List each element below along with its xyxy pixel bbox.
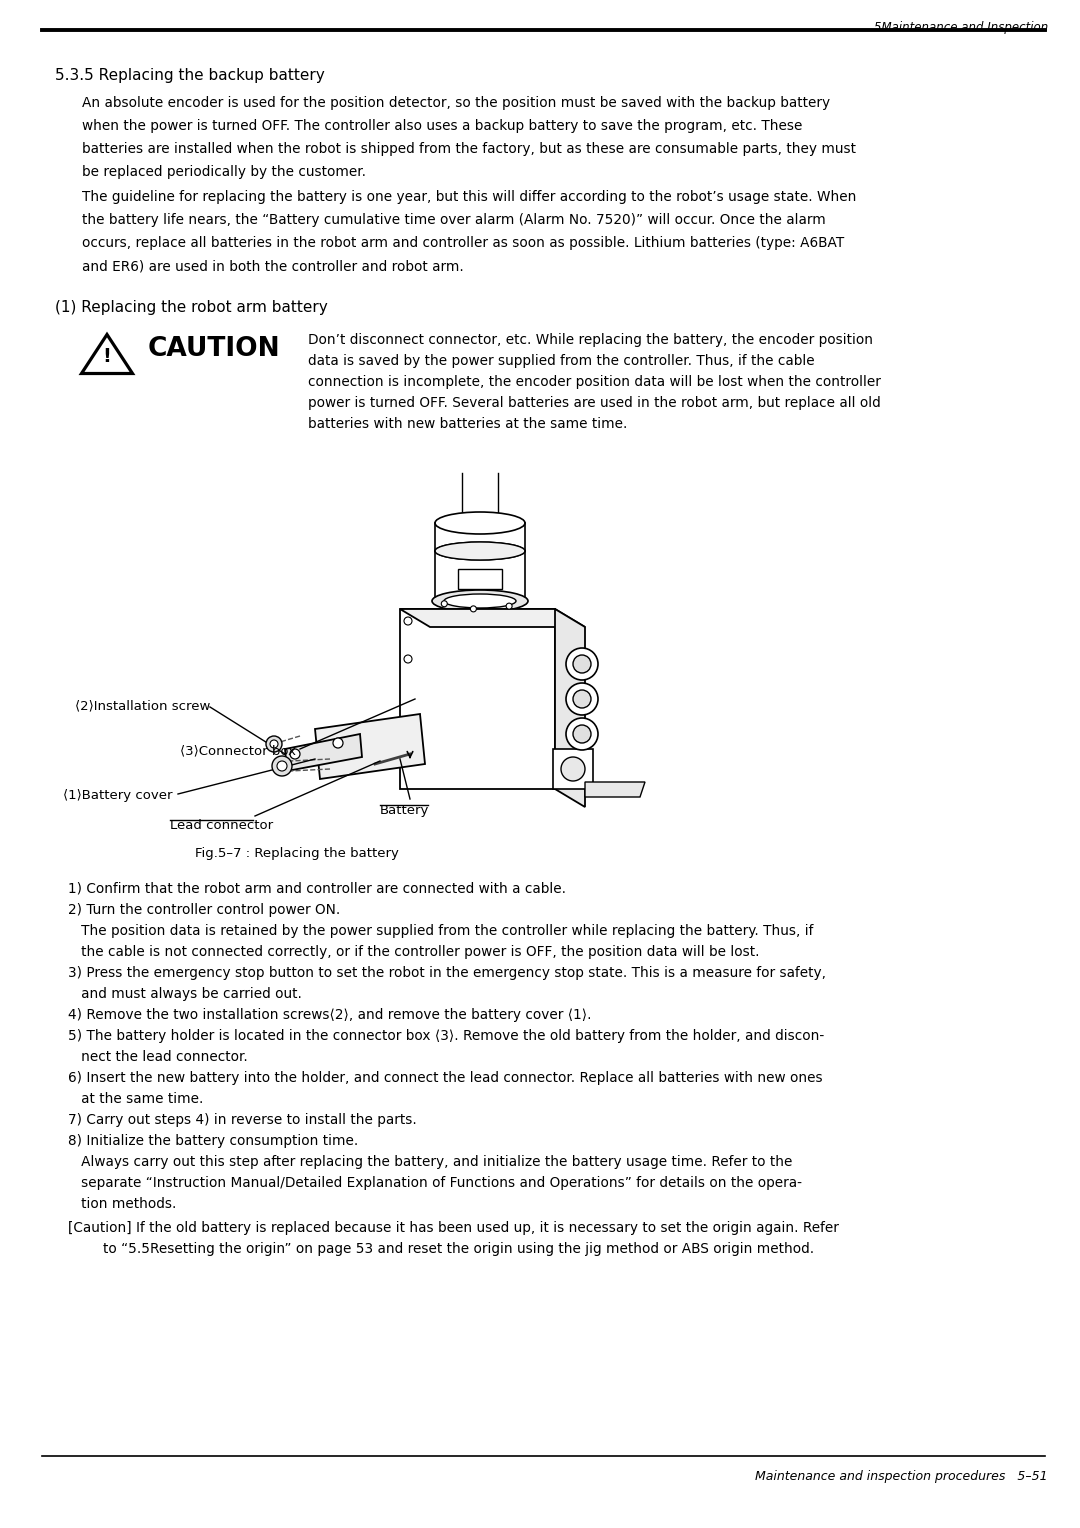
Circle shape: [276, 761, 287, 772]
Text: and ER6) are used in both the controller and robot arm.: and ER6) are used in both the controller…: [82, 260, 463, 274]
Circle shape: [404, 617, 411, 625]
Text: Always carry out this step after replacing the battery, and initialize the batte: Always carry out this step after replaci…: [68, 1155, 793, 1169]
Circle shape: [266, 736, 282, 752]
Text: 5.3.5 Replacing the backup battery: 5.3.5 Replacing the backup battery: [55, 69, 325, 83]
Text: connection is incomplete, the encoder position data will be lost when the contro: connection is incomplete, the encoder po…: [308, 374, 881, 390]
Text: the cable is not connected correctly, or if the controller power is OFF, the pos: the cable is not connected correctly, or…: [68, 944, 759, 960]
Text: The position data is retained by the power supplied from the controller while re: The position data is retained by the pow…: [68, 924, 813, 938]
Text: batteries with new batteries at the same time.: batteries with new batteries at the same…: [308, 417, 627, 431]
Text: tion methods.: tion methods.: [68, 1196, 176, 1212]
Bar: [458, 568, 502, 588]
Text: 5) The battery holder is located in the connector box ⟨3⟩. Remove the old batter: 5) The battery holder is located in the …: [68, 1028, 824, 1044]
Circle shape: [507, 604, 512, 610]
Ellipse shape: [435, 512, 525, 533]
Circle shape: [471, 607, 476, 611]
Circle shape: [291, 749, 300, 759]
Text: 8) Initialize the battery consumption time.: 8) Initialize the battery consumption ti…: [68, 1134, 359, 1148]
Text: ⟨2⟩Installation screw: ⟨2⟩Installation screw: [75, 698, 211, 712]
Text: batteries are installed when the robot is shipped from the factory, but as these: batteries are installed when the robot i…: [82, 142, 856, 156]
Circle shape: [566, 718, 598, 750]
Text: and must always be carried out.: and must always be carried out.: [68, 987, 302, 1001]
Text: 3) Press the emergency stop button to set the robot in the emergency stop state.: 3) Press the emergency stop button to se…: [68, 966, 826, 979]
Ellipse shape: [435, 542, 525, 559]
Circle shape: [573, 691, 591, 707]
Text: occurs, replace all batteries in the robot arm and controller as soon as possibl: occurs, replace all batteries in the rob…: [82, 235, 845, 251]
Circle shape: [573, 724, 591, 743]
Text: Battery: Battery: [380, 804, 430, 817]
Text: 7) Carry out steps 4) in reverse to install the parts.: 7) Carry out steps 4) in reverse to inst…: [68, 1112, 417, 1128]
Polygon shape: [400, 610, 555, 788]
Text: power is turned OFF. Several batteries are used in the robot arm, but replace al: power is turned OFF. Several batteries a…: [308, 396, 881, 410]
Text: 1) Confirm that the robot arm and controller are connected with a cable.: 1) Confirm that the robot arm and contro…: [68, 882, 566, 895]
Polygon shape: [555, 610, 585, 807]
Ellipse shape: [444, 594, 516, 608]
Text: the battery life nears, the “Battery cumulative time over alarm (Alarm No. 7520): the battery life nears, the “Battery cum…: [82, 212, 826, 228]
Circle shape: [333, 738, 343, 749]
Text: 2) Turn the controller control power ON.: 2) Turn the controller control power ON.: [68, 903, 340, 917]
Text: [Caution] If the old battery is replaced because it has been used up, it is nece: [Caution] If the old battery is replaced…: [68, 1221, 839, 1235]
Polygon shape: [400, 610, 585, 626]
Ellipse shape: [435, 542, 525, 559]
Text: nect the lead connector.: nect the lead connector.: [68, 1050, 247, 1063]
Text: ⟨3⟩Connector box: ⟨3⟩Connector box: [180, 744, 296, 756]
Text: when the power is turned OFF. The controller also uses a backup battery to save : when the power is turned OFF. The contro…: [82, 119, 802, 133]
Polygon shape: [585, 782, 645, 798]
Circle shape: [566, 648, 598, 680]
Text: Don’t disconnect connector, etc. While replacing the battery, the encoder positi: Don’t disconnect connector, etc. While r…: [308, 333, 873, 347]
Text: 5Maintenance and Inspection: 5Maintenance and Inspection: [874, 21, 1048, 34]
Text: Lead connector: Lead connector: [170, 819, 273, 833]
Circle shape: [272, 756, 292, 776]
Text: be replaced periodically by the customer.: be replaced periodically by the customer…: [82, 165, 366, 179]
Text: !: !: [103, 347, 111, 365]
Text: Maintenance and inspection procedures   5–51: Maintenance and inspection procedures 5–…: [755, 1470, 1048, 1484]
Text: separate “Instruction Manual/Detailed Explanation of Functions and Operations” f: separate “Instruction Manual/Detailed Ex…: [68, 1177, 802, 1190]
Bar: [553, 749, 593, 788]
Text: CAUTION: CAUTION: [148, 336, 281, 362]
Ellipse shape: [435, 591, 525, 610]
Polygon shape: [81, 335, 133, 373]
Text: 6) Insert the new battery into the holder, and connect the lead connector. Repla: 6) Insert the new battery into the holde…: [68, 1071, 823, 1085]
Ellipse shape: [432, 590, 528, 613]
Circle shape: [566, 683, 598, 715]
Circle shape: [404, 656, 411, 663]
Text: to “5.5Resetting the origin” on page 53 and reset the origin using the jig metho: to “5.5Resetting the origin” on page 53 …: [68, 1242, 814, 1256]
Circle shape: [270, 740, 278, 749]
Text: ⟨1⟩Battery cover: ⟨1⟩Battery cover: [63, 788, 173, 802]
Circle shape: [573, 656, 591, 672]
Text: (1) Replacing the robot arm battery: (1) Replacing the robot arm battery: [55, 299, 327, 315]
Circle shape: [442, 601, 447, 607]
Text: data is saved by the power supplied from the controller. Thus, if the cable: data is saved by the power supplied from…: [308, 354, 814, 368]
Polygon shape: [285, 733, 362, 772]
Text: An absolute encoder is used for the position detector, so the position must be s: An absolute encoder is used for the posi…: [82, 96, 831, 110]
Text: at the same time.: at the same time.: [68, 1093, 203, 1106]
Text: The guideline for replacing the battery is one year, but this will differ accord: The guideline for replacing the battery …: [82, 189, 856, 205]
Polygon shape: [315, 714, 426, 779]
Circle shape: [561, 756, 585, 781]
Text: Fig.5–7 : Replacing the battery: Fig.5–7 : Replacing the battery: [195, 847, 399, 860]
Text: 4) Remove the two installation screws⟨2⟩, and remove the battery cover ⟨1⟩.: 4) Remove the two installation screws⟨2⟩…: [68, 1008, 592, 1022]
